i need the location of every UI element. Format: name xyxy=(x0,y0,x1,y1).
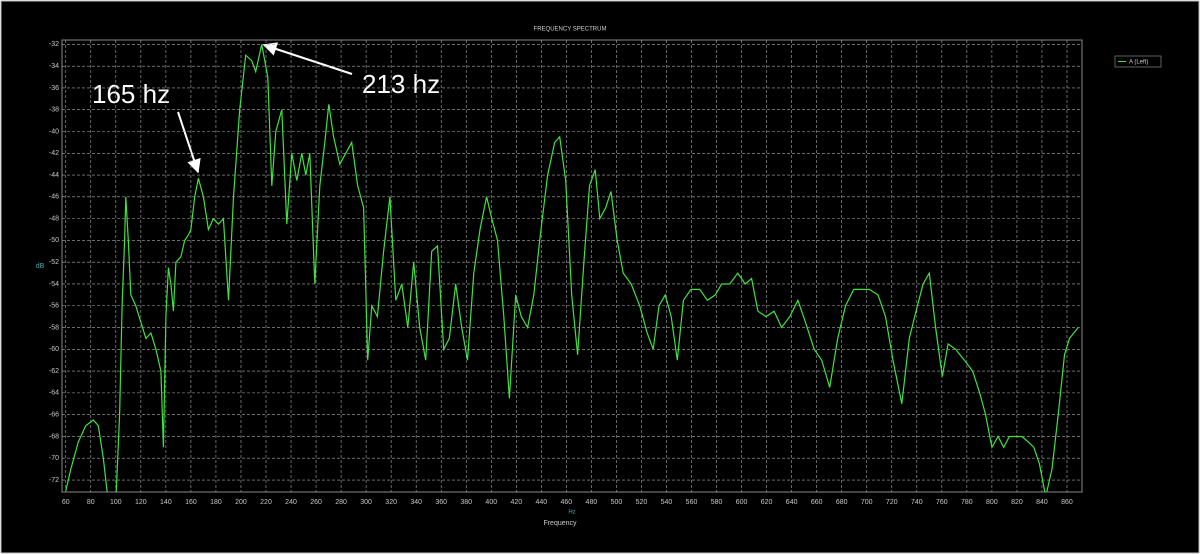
y-tick-label: -50 xyxy=(49,237,59,244)
x-tick-label: 200 xyxy=(235,499,247,506)
y-tick-label: -52 xyxy=(49,259,59,266)
annotation: 213 hz xyxy=(362,69,440,99)
x-tick-label: 560 xyxy=(686,499,698,506)
y-axis-label: dB xyxy=(36,263,45,270)
x-tick-label: 800 xyxy=(986,499,998,506)
x-tick-label: 500 xyxy=(611,499,623,506)
x-tick-label: 260 xyxy=(310,499,322,506)
x-axis-label: Hz xyxy=(568,510,575,516)
chart-title: FREQUENCY SPECTRUM xyxy=(534,27,607,33)
x-tick-label: 540 xyxy=(661,499,673,506)
y-tick-label: -68 xyxy=(49,433,59,440)
x-tick-label: 580 xyxy=(711,499,723,506)
x-tick-label: 460 xyxy=(561,499,573,506)
y-tick-label: -32 xyxy=(49,41,59,48)
x-tick-label: 440 xyxy=(535,499,547,506)
x-axis-title: Frequency xyxy=(543,520,577,527)
x-tick-label: 660 xyxy=(811,499,823,506)
y-tick-label: -36 xyxy=(49,85,59,92)
y-tick-label: -48 xyxy=(49,215,59,222)
x-tick-label: 480 xyxy=(586,499,598,506)
x-tick-label: 120 xyxy=(135,499,147,506)
y-tick-label: -44 xyxy=(49,172,59,179)
y-tick-label: -54 xyxy=(49,281,59,288)
x-tick-label: 700 xyxy=(861,499,873,506)
y-tick-label: -64 xyxy=(49,390,59,397)
x-tick-label: 380 xyxy=(460,499,472,506)
y-tick-label: -34 xyxy=(49,63,59,70)
y-tick-label: -72 xyxy=(49,477,59,484)
x-tick-label: 360 xyxy=(435,499,447,506)
annotation-arrow xyxy=(262,42,353,75)
series-line xyxy=(65,44,1079,492)
x-tick-label: 420 xyxy=(510,499,522,506)
x-tick-label: 240 xyxy=(285,499,297,506)
y-tick-label: -70 xyxy=(49,455,59,462)
x-tick-label: 320 xyxy=(385,499,397,506)
x-tick-label: 220 xyxy=(260,499,272,506)
y-tick-label: -40 xyxy=(49,128,59,135)
legend-box xyxy=(1114,55,1162,68)
x-tick-label: 740 xyxy=(911,499,923,506)
y-tick-label: -66 xyxy=(49,412,59,419)
x-tick-label: 820 xyxy=(1011,499,1023,506)
x-tick-label: 860 xyxy=(1061,499,1073,506)
x-tick-label: 60 xyxy=(62,499,70,506)
x-tick-label: 80 xyxy=(87,499,95,506)
x-tick-label: 620 xyxy=(761,499,773,506)
x-tick-label: 720 xyxy=(886,499,898,506)
annotation: 165 hz xyxy=(92,79,170,109)
x-tick-label: 760 xyxy=(936,499,948,506)
x-tick-label: 300 xyxy=(360,499,372,506)
y-tick-label: -38 xyxy=(49,107,59,114)
x-tick-label: 160 xyxy=(185,499,197,506)
x-tick-label: 140 xyxy=(160,499,172,506)
x-tick-label: 640 xyxy=(786,499,798,506)
y-tick-label: -62 xyxy=(49,368,59,375)
y-tick-label: -56 xyxy=(49,303,59,310)
annotation-arrow xyxy=(177,111,201,174)
plot-area xyxy=(61,39,1083,493)
x-tick-label: 340 xyxy=(410,499,422,506)
x-tick-label: 680 xyxy=(836,499,848,506)
x-tick-label: 400 xyxy=(485,499,497,506)
x-tick-label: 840 xyxy=(1036,499,1048,506)
x-tick-label: 600 xyxy=(736,499,748,506)
x-tick-label: 520 xyxy=(636,499,648,506)
x-tick-label: 280 xyxy=(335,499,347,506)
y-tick-label: -42 xyxy=(49,150,59,157)
y-tick-label: -60 xyxy=(49,346,59,353)
y-tick-label: -58 xyxy=(49,324,59,331)
x-tick-label: 180 xyxy=(210,499,222,506)
x-tick-label: 100 xyxy=(110,499,122,506)
y-tick-label: -46 xyxy=(49,194,59,201)
x-tick-label: 780 xyxy=(961,499,973,506)
legend-label: A (Left) xyxy=(1129,60,1148,66)
